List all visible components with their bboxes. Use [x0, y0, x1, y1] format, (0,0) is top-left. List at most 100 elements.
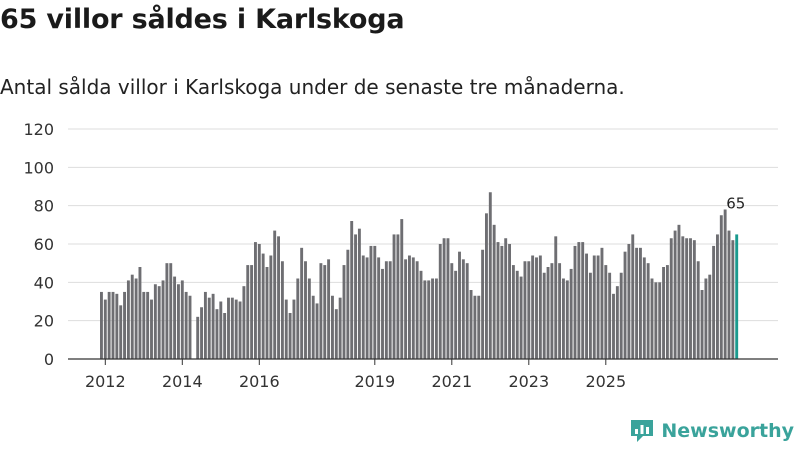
- bar: [307, 278, 311, 359]
- bar: [450, 263, 454, 359]
- bar: [396, 234, 400, 359]
- bar: [188, 295, 192, 359]
- bar: [438, 244, 442, 359]
- bar: [454, 270, 458, 359]
- bar: [423, 280, 427, 359]
- bar: [723, 209, 727, 359]
- bar: [165, 263, 169, 359]
- bar: [200, 307, 203, 359]
- bar: [635, 247, 639, 359]
- bar: [662, 267, 665, 359]
- bar: [377, 257, 381, 359]
- bar: [357, 228, 361, 359]
- bar: [669, 238, 673, 359]
- bar: [100, 291, 103, 359]
- bar: [304, 261, 307, 359]
- bar: [531, 255, 535, 359]
- bar: [215, 309, 219, 359]
- bar: [654, 282, 658, 359]
- y-tick-label: 40: [34, 273, 54, 292]
- bar: [150, 299, 153, 359]
- bar: [527, 261, 531, 359]
- bar: [223, 313, 227, 359]
- bar: [323, 265, 327, 359]
- bar: [608, 272, 612, 359]
- bar: [111, 291, 115, 359]
- x-tick-label: 2012: [85, 372, 126, 391]
- bar: [373, 245, 377, 359]
- page-title: 65 villor såldes i Karlskoga: [0, 4, 405, 35]
- bar: [681, 236, 685, 359]
- bar: [130, 274, 134, 359]
- bar: [246, 265, 250, 359]
- bar: [169, 263, 173, 359]
- bar: [542, 272, 546, 359]
- bar: [623, 251, 627, 359]
- bar: [550, 263, 554, 359]
- newsworthy-logo-icon: [631, 420, 654, 442]
- bar: [238, 301, 242, 359]
- bar: [585, 253, 588, 359]
- bar: [496, 242, 500, 359]
- bar: [319, 263, 323, 359]
- bar: [658, 282, 662, 359]
- bar: [138, 267, 142, 359]
- bar: [488, 192, 492, 359]
- bar: [261, 253, 265, 359]
- bar: [500, 245, 504, 359]
- bar: [646, 263, 650, 359]
- y-tick-label: 100: [23, 158, 54, 177]
- y-tick-label: 0: [44, 350, 54, 369]
- highlight-value-label: 65: [726, 194, 745, 212]
- newsworthy-logo[interactable]: Newsworthy: [629, 416, 794, 446]
- bar: [461, 259, 465, 359]
- bar: [577, 242, 581, 359]
- bar: [103, 299, 107, 359]
- bar: [716, 234, 719, 359]
- bar: [157, 286, 161, 359]
- bar: [473, 295, 477, 359]
- bar: [350, 221, 354, 359]
- bar: [173, 276, 177, 359]
- x-tick-label: 2021: [431, 372, 472, 391]
- bar: [554, 236, 558, 359]
- x-tick-label: 2023: [508, 372, 549, 391]
- bar: [685, 238, 689, 359]
- bar: [365, 257, 369, 359]
- bar: [665, 265, 669, 359]
- bar: [511, 265, 515, 359]
- bar: [431, 278, 434, 359]
- bar: [558, 263, 562, 359]
- bar: [419, 270, 423, 359]
- bar: [469, 290, 473, 359]
- bar: [134, 278, 138, 359]
- bar: [615, 286, 619, 359]
- bar: [161, 280, 165, 359]
- bar: [242, 286, 246, 359]
- bar: [639, 247, 642, 359]
- bar: [284, 299, 288, 359]
- bar: [504, 238, 508, 359]
- y-tick-label: 80: [34, 197, 54, 216]
- bar: [465, 263, 469, 359]
- bar: [219, 301, 223, 359]
- bar: [650, 278, 654, 359]
- bar: [177, 284, 180, 359]
- bar: [712, 245, 716, 359]
- bar: [361, 255, 365, 359]
- bar: [411, 257, 415, 359]
- bar: [107, 291, 111, 359]
- bar: [592, 255, 596, 359]
- bar: [673, 230, 677, 359]
- bar: [334, 309, 338, 359]
- bar: [211, 293, 215, 359]
- bar: [596, 255, 600, 359]
- bar: [442, 238, 446, 359]
- bar: [250, 265, 254, 359]
- bar: [234, 299, 238, 359]
- bar-highlight: [735, 234, 739, 359]
- bar: [265, 267, 269, 359]
- bar: [604, 265, 608, 359]
- bar: [689, 238, 692, 359]
- bar: [477, 295, 481, 359]
